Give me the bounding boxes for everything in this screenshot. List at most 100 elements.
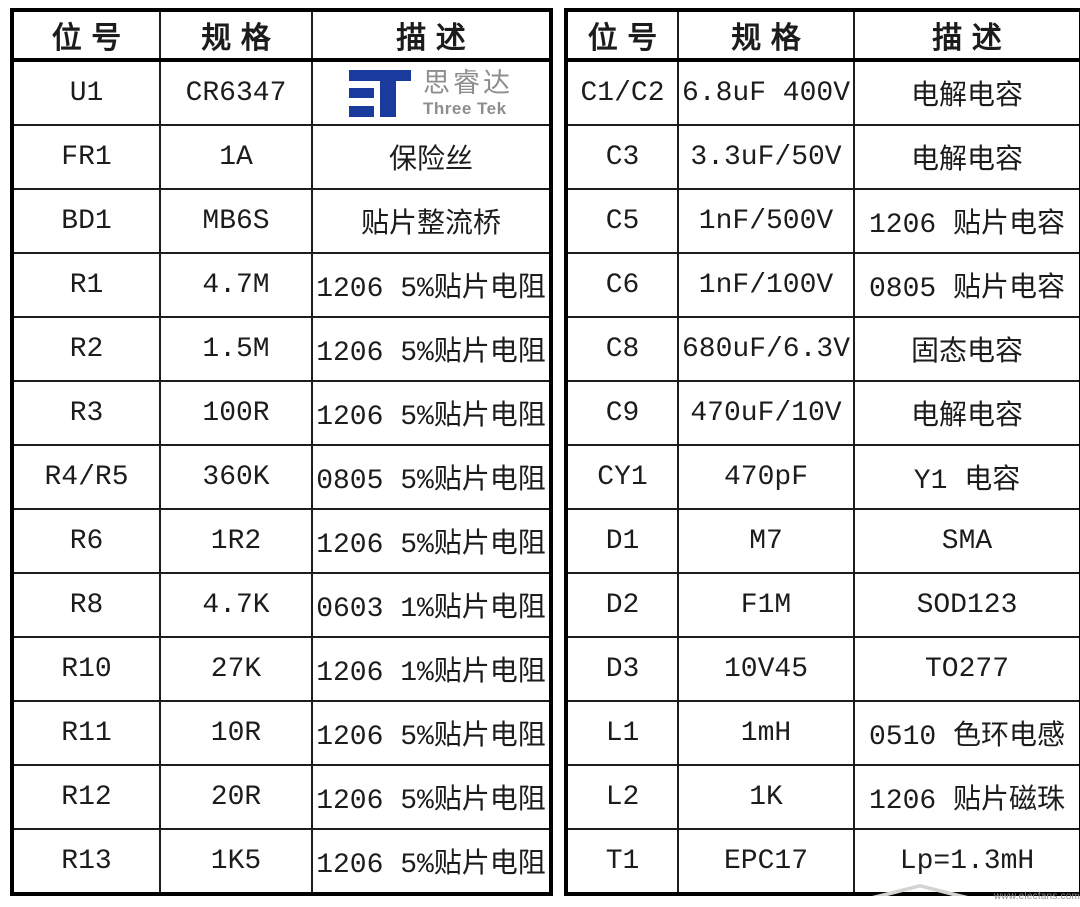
cell-spec: 4.7M [159,252,313,318]
cell-desc: 0510 色环电感 [853,700,1080,766]
cell-pos: T1 [565,828,679,895]
cell-desc: 1206 5%贴片电阻 [311,380,552,446]
cell-desc: SMA [853,508,1080,574]
logo-cn-name: 思睿达 [423,67,513,98]
cell-desc: SOD123 [853,572,1080,638]
cell-pos: C1/C2 [565,59,679,126]
cell-spec: 1mH [677,700,855,766]
threetek-logo: 思睿达 Three Tek [349,67,513,118]
cell-pos: R2 [11,316,161,382]
table-row: R2 1.5M 1206 5%贴片电阻 [11,316,552,382]
cell-spec: 1A [159,124,313,190]
cell-spec: 6.8uF 400V [677,59,855,126]
table-row: D3 10V45 TO277 [565,636,1080,702]
table-row: T1 EPC17 Lp=1.3mH [565,828,1080,895]
table-row: R4/R5 360K 0805 5%贴片电阻 [11,444,552,510]
table-row: U1 CR6347 思睿达 Three Tek [11,59,552,126]
cell-pos: BD1 [11,188,161,254]
cell-desc: 思睿达 Three Tek [311,59,552,126]
cell-desc: 1206 贴片磁珠 [853,764,1080,830]
cell-pos: FR1 [11,124,161,190]
logo-en-name: Three Tek [423,98,507,118]
cell-desc: 0603 1%贴片电阻 [311,572,552,638]
cell-pos: D2 [565,572,679,638]
cell-spec: 470pF [677,444,855,510]
cell-desc: 保险丝 [311,124,552,190]
cell-spec: M7 [677,508,855,574]
cell-spec: 10R [159,700,313,766]
cell-desc: 贴片整流桥 [311,188,552,254]
cell-spec: 20R [159,764,313,830]
column-header: 位号 [565,9,679,61]
cell-desc: 1206 贴片电容 [853,188,1080,254]
threetek-logo-icon [349,69,411,117]
cell-pos: R6 [11,508,161,574]
table-row: R8 4.7K 0603 1%贴片电阻 [11,572,552,638]
bom-table-right: 位号 规格 描述 C1/C2 6.8uF 400V 电解电容 C3 3.3uF/50V 电解电容… [564,8,1080,896]
watermark-text: www.elecfans.com [993,891,1080,902]
cell-spec: 360K [159,444,313,510]
cell-desc: 1206 5%贴片电阻 [311,316,552,382]
table-row: C1/C2 6.8uF 400V 电解电容 [565,59,1080,126]
cell-spec: 4.7K [159,572,313,638]
cell-desc: Lp=1.3mH [853,828,1080,895]
cell-spec: CR6347 [159,59,313,126]
cell-pos: C6 [565,252,679,318]
cell-desc: 1206 5%贴片电阻 [311,252,552,318]
cell-desc: 1206 5%贴片电阻 [311,828,552,895]
cell-pos: C8 [565,316,679,382]
table-row: C3 3.3uF/50V 电解电容 [565,124,1080,190]
table-row: R3 100R 1206 5%贴片电阻 [11,380,552,446]
cell-desc: 固态电容 [853,316,1080,382]
cell-desc: 1206 5%贴片电阻 [311,508,552,574]
cell-spec: 680uF/6.3V [677,316,855,382]
bom-table-left: 位号 规格 描述 U1 CR6347 思睿达 Three Tek FR1 1A 保险丝 BD1 MB6… [10,8,553,896]
table-row: L2 1K 1206 贴片磁珠 [565,764,1080,830]
cell-pos: CY1 [565,444,679,510]
table-row: BD1 MB6S 贴片整流桥 [11,188,552,254]
cell-pos: R3 [11,380,161,446]
column-header: 描述 [311,9,552,61]
table-row: D2 F1M SOD123 [565,572,1080,638]
cell-spec: 3.3uF/50V [677,124,855,190]
cell-spec: EPC17 [677,828,855,895]
cell-pos: U1 [11,59,161,126]
cell-desc: 电解电容 [853,124,1080,190]
table-row: C9 470uF/10V 电解电容 [565,380,1080,446]
table-row: R1 4.7M 1206 5%贴片电阻 [11,252,552,318]
cell-pos: C3 [565,124,679,190]
table-row: C5 1nF/500V 1206 贴片电容 [565,188,1080,254]
column-header: 规格 [159,9,313,61]
table-row: R12 20R 1206 5%贴片电阻 [11,764,552,830]
cell-desc: 0805 5%贴片电阻 [311,444,552,510]
cell-desc: 0805 贴片电容 [853,252,1080,318]
column-header: 描述 [853,9,1080,61]
cell-pos: C9 [565,380,679,446]
cell-pos: D3 [565,636,679,702]
cell-spec: 1R2 [159,508,313,574]
bom-tables-container: 位号 规格 描述 U1 CR6347 思睿达 Three Tek FR1 1A 保险丝 BD1 MB6… [10,8,1080,896]
cell-spec: 1K5 [159,828,313,895]
header-row: 位号 规格 描述 [565,9,1080,61]
cell-spec: 1nF/500V [677,188,855,254]
cell-pos: L1 [565,700,679,766]
cell-spec: 10V45 [677,636,855,702]
cell-desc: 电解电容 [853,59,1080,126]
cell-pos: R12 [11,764,161,830]
cell-pos: L2 [565,764,679,830]
table-row: L1 1mH 0510 色环电感 [565,700,1080,766]
table-row: R6 1R2 1206 5%贴片电阻 [11,508,552,574]
cell-spec: 1.5M [159,316,313,382]
cell-pos: R10 [11,636,161,702]
table-row: FR1 1A 保险丝 [11,124,552,190]
table-row: C8 680uF/6.3V 固态电容 [565,316,1080,382]
cell-spec: 1nF/100V [677,252,855,318]
header-row: 位号 规格 描述 [11,9,552,61]
cell-desc: 1206 5%贴片电阻 [311,764,552,830]
cell-pos: R1 [11,252,161,318]
cell-pos: R8 [11,572,161,638]
cell-desc: TO277 [853,636,1080,702]
table-row: R10 27K 1206 1%贴片电阻 [11,636,552,702]
table-row: C6 1nF/100V 0805 贴片电容 [565,252,1080,318]
